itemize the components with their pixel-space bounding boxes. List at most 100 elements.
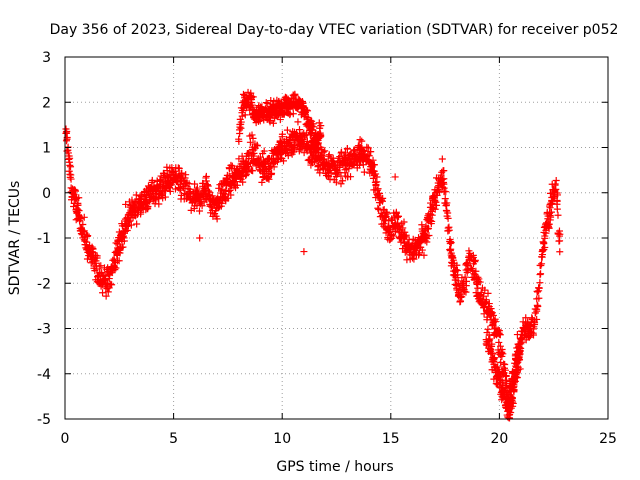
data-point xyxy=(468,265,476,273)
data-point xyxy=(265,164,273,172)
data-point xyxy=(551,180,559,188)
data-point xyxy=(64,149,72,157)
x-tick-label: 10 xyxy=(273,431,291,447)
data-point xyxy=(249,167,257,175)
data-point xyxy=(265,175,273,183)
data-point xyxy=(363,143,371,151)
data-point xyxy=(161,193,169,201)
data-point xyxy=(542,229,550,237)
y-axis-label: SDTVAR / TECUs xyxy=(7,181,23,296)
data-point xyxy=(469,266,477,274)
data-point-outlier xyxy=(300,248,308,256)
data-point xyxy=(472,267,480,275)
data-point xyxy=(66,154,74,162)
axes xyxy=(64,56,609,420)
data-point xyxy=(462,277,470,285)
data-point xyxy=(84,232,92,240)
data-point xyxy=(137,208,145,216)
data-point xyxy=(107,280,115,288)
data-point xyxy=(285,136,293,144)
data-point xyxy=(298,98,306,106)
data-point xyxy=(309,120,317,128)
data-point xyxy=(235,135,243,143)
data-point xyxy=(438,155,446,163)
data-point xyxy=(67,163,75,171)
data-point xyxy=(538,253,546,261)
tick-labels: 0 5 10 15 20 25 -5 -4 -3 -2 -1 0 1 2 3 xyxy=(37,50,617,447)
data-point xyxy=(248,101,256,109)
data-point xyxy=(278,133,286,141)
data-point xyxy=(446,240,454,248)
data-point xyxy=(400,218,408,226)
data-point xyxy=(365,152,373,160)
y-tick-label: -3 xyxy=(37,322,51,338)
data-point xyxy=(208,192,216,200)
data-point xyxy=(198,202,206,210)
data-point xyxy=(399,224,407,232)
data-point xyxy=(301,132,309,140)
data-point xyxy=(71,195,79,203)
data-point xyxy=(458,293,466,301)
data-point xyxy=(445,223,453,231)
data-point xyxy=(403,256,411,264)
data-point xyxy=(401,228,409,236)
data-point xyxy=(290,148,298,156)
data-point xyxy=(485,300,493,308)
data-point xyxy=(115,257,123,265)
data-point xyxy=(79,221,87,229)
data-point xyxy=(452,266,460,274)
data-point xyxy=(447,239,455,247)
data-point xyxy=(97,262,105,270)
data-point xyxy=(227,191,235,199)
data-point xyxy=(108,281,116,289)
data-point xyxy=(325,151,333,159)
data-point xyxy=(268,169,276,177)
data-point xyxy=(517,338,525,346)
y-tick-label: -5 xyxy=(37,412,51,428)
data-point xyxy=(111,266,119,274)
data-point xyxy=(383,210,391,218)
data-point-outlier xyxy=(196,234,204,242)
data-point xyxy=(203,181,211,189)
data-point xyxy=(548,199,556,207)
x-tick-label: 15 xyxy=(382,431,400,447)
data-point xyxy=(191,180,199,188)
data-point xyxy=(491,354,499,362)
data-point xyxy=(496,342,504,350)
data-point xyxy=(499,381,507,389)
data-point xyxy=(337,180,345,188)
data-point xyxy=(344,155,352,163)
data-point xyxy=(509,399,517,407)
data-point xyxy=(427,220,435,228)
data-point xyxy=(80,213,88,221)
data-point xyxy=(99,289,107,297)
data-point xyxy=(262,99,270,107)
data-point xyxy=(497,349,505,357)
data-point xyxy=(556,248,564,256)
data-point xyxy=(541,232,549,240)
data-point xyxy=(461,273,469,281)
data-point xyxy=(315,161,323,169)
data-point xyxy=(250,149,258,157)
data-point xyxy=(317,131,325,139)
data-point xyxy=(424,224,432,232)
data-point xyxy=(332,165,340,173)
data-point xyxy=(370,161,378,169)
data-point xyxy=(367,148,375,156)
data-point xyxy=(553,205,561,213)
data-point xyxy=(554,211,562,219)
data-point xyxy=(343,145,351,153)
data-point xyxy=(289,110,297,118)
data-points xyxy=(62,88,564,422)
data-point xyxy=(522,314,530,322)
data-point xyxy=(496,331,504,339)
data-point xyxy=(143,198,151,206)
data-point xyxy=(104,288,112,296)
data-point xyxy=(541,243,549,251)
y-tick-label: -2 xyxy=(37,276,51,292)
data-point xyxy=(213,215,221,223)
data-point xyxy=(457,292,465,300)
y-tick-label: 2 xyxy=(42,95,51,111)
data-point xyxy=(431,205,439,213)
